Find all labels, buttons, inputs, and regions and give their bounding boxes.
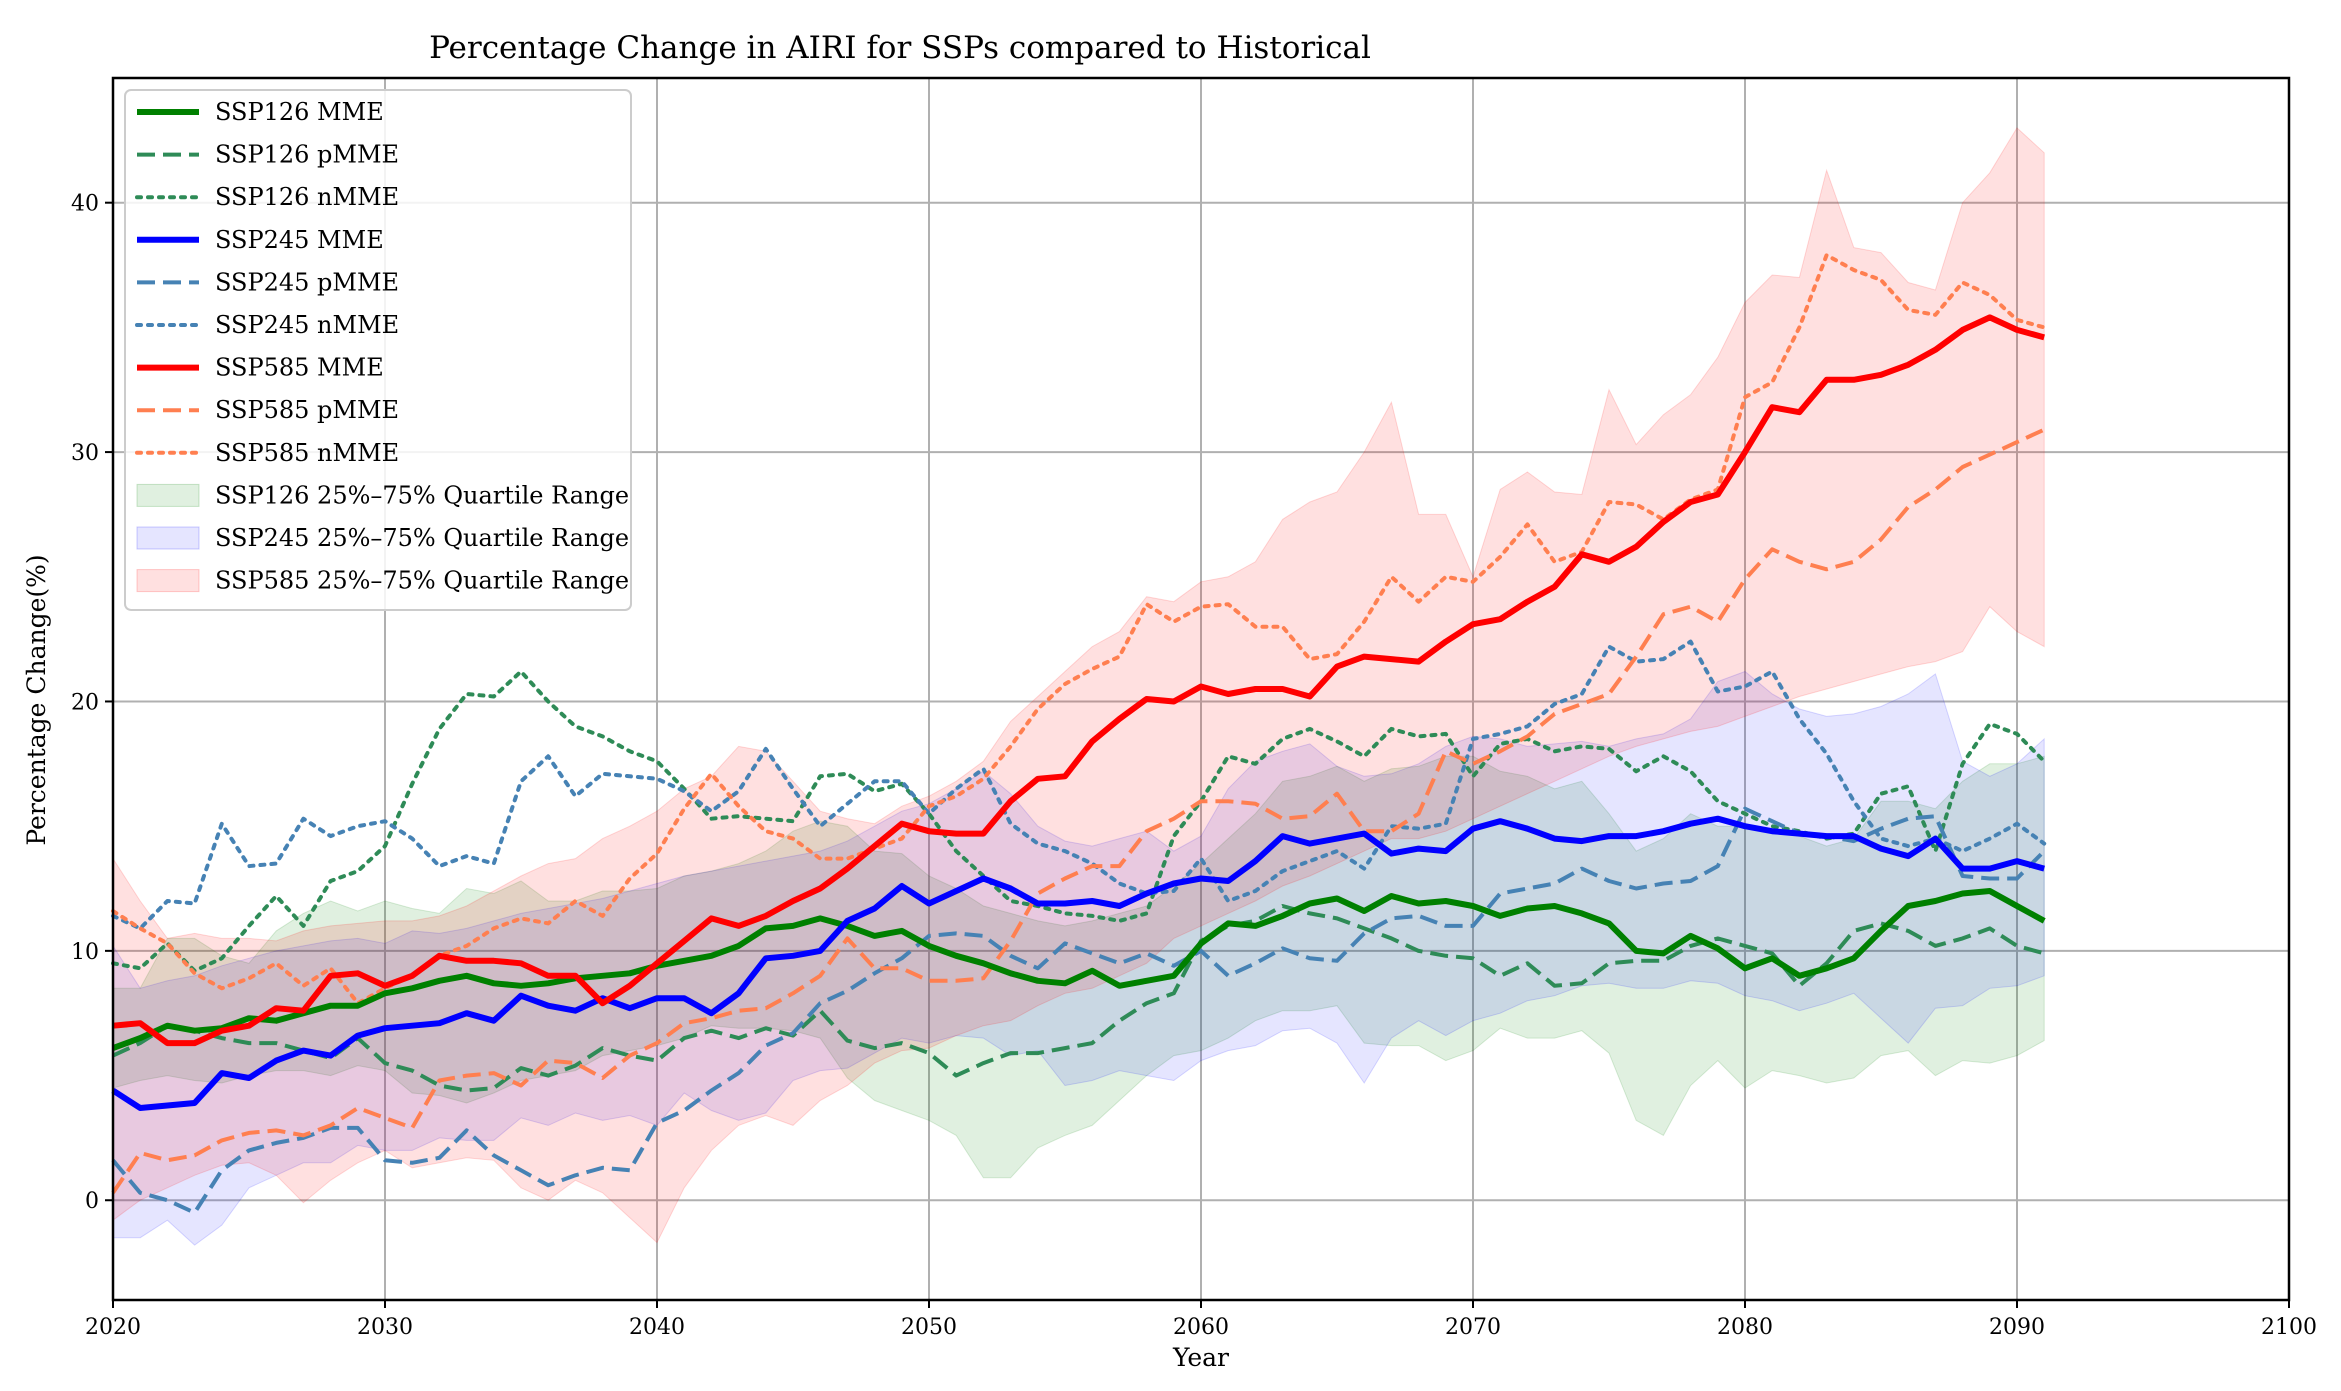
legend: SSP126 MME SSP126 pMME SSP126 nMME SSP245 M… [124, 89, 632, 611]
x-axis-ticks: 2020 2030 2040 2050 2060 2070 2080 2090 2100 [85, 1300, 2317, 1340]
legend-label-ssp126-25-75-quartile-range: SSP126 25%–75% Quartile Range [215, 481, 629, 509]
x-tick-label: 2020 [85, 1315, 141, 1340]
x-tick-label: 2100 [2261, 1315, 2317, 1340]
x-tick-label: 2080 [1717, 1315, 1773, 1340]
legend-label-ssp585-nmme: SSP585 nMME [215, 439, 399, 467]
x-tick-label: 2070 [1445, 1315, 1501, 1340]
legend-label-ssp245-nmme: SSP245 nMME [215, 311, 399, 339]
y-tick-label: 30 [71, 441, 99, 466]
legend-swatch-ssp585-25-75-quartile-range [136, 569, 200, 593]
series-line-ssp126-mme [111, 888, 2046, 1051]
series-line-ssp245-nmme [111, 639, 2047, 931]
x-tick-label: 2040 [629, 1315, 685, 1340]
series-lines [111, 253, 2047, 1215]
series-line-ssp245-pmme [111, 806, 2046, 1215]
legend-label-ssp585-25-75-quartile-range: SSP585 25%–75% Quartile Range [215, 567, 629, 595]
series-line-ssp245-mme [111, 815, 2045, 1111]
grid [112, 78, 2290, 1300]
series-line-ssp126-nmme [111, 669, 2047, 973]
band-ssp245-25-75-quartile-range [112, 670, 2045, 1246]
legend-label-ssp245-25-75-quartile-range: SSP245 25%–75% Quartile Range [215, 524, 629, 552]
legend-label-ssp245-pmme: SSP245 pMME [215, 268, 399, 296]
y-tick-label: 0 [85, 1189, 99, 1214]
legend-label-ssp585-pmme: SSP585 pMME [215, 396, 399, 424]
legend-label-ssp585-mme: SSP585 MME [215, 354, 384, 382]
legend-label-ssp126-nmme: SSP126 nMME [215, 183, 399, 211]
series-line-ssp585-pmme [111, 427, 2046, 1194]
x-tick-label: 2090 [1989, 1315, 2045, 1340]
y-tick-label: 20 [71, 690, 99, 715]
x-tick-label: 2050 [901, 1315, 957, 1340]
x-tick-label: 2030 [357, 1315, 413, 1340]
y-tick-label: 40 [71, 192, 99, 217]
legend-swatch-ssp245-25-75-quartile-range [136, 526, 200, 550]
quartile-bands [112, 127, 2045, 1246]
legend-label-ssp126-pmme: SSP126 pMME [215, 141, 399, 169]
legend-box [124, 89, 632, 611]
chart-title: Percentage Change in AIRI for SSPs compa… [429, 30, 1371, 66]
legend-label-ssp126-mme: SSP126 MME [215, 98, 384, 126]
legend-swatch-ssp126-25-75-quartile-range [136, 483, 200, 507]
x-tick-label: 2060 [1173, 1315, 1229, 1340]
y-tick-label: 10 [71, 940, 99, 965]
x-axis-label: Year [1172, 1343, 1229, 1372]
band-ssp126-25-75-quartile-range [112, 755, 2045, 1179]
series-line-ssp585-mme [112, 314, 2045, 1047]
series-line-ssp126-pmme [112, 904, 2045, 1093]
y-axis-label: Percentage Change(%) [22, 554, 51, 845]
y-axis-ticks: 0 10 20 30 40 [71, 192, 113, 1214]
legend-label-ssp245-mme: SSP245 MME [215, 226, 384, 254]
